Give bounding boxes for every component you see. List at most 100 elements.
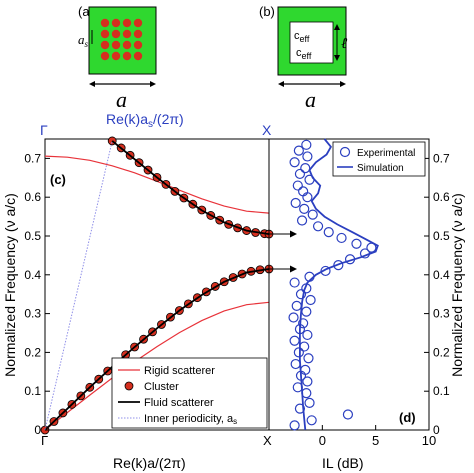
scatterer-dot: [133, 18, 143, 28]
x-tick-label: 10: [422, 433, 436, 448]
panel-d-y-ticks: 0 0.1 0.2 0.3 0.4 0.5 0.6 0.7: [424, 151, 450, 437]
scatterer-dot: [122, 18, 132, 28]
panel-c: 0 0.1 0.2 0.3 0.4 0.5 0.6 0.7 Γ X Γ X Re(k)as/(…: [2, 111, 274, 471]
panel-a-scatterer-array: [100, 18, 143, 61]
scatterer-dot: [122, 29, 132, 39]
experimental-point: [298, 318, 309, 329]
y-tick-label: 0.1: [433, 384, 450, 398]
experimental-point: [289, 420, 300, 431]
scatterer-dot: [133, 29, 143, 39]
panel-d-legend: Experimental Simulation: [332, 141, 426, 177]
experimental-point: [306, 415, 317, 426]
y-tick-label: 0.5: [433, 229, 450, 243]
panel-c-tick-gamma-top: Γ: [40, 122, 48, 138]
experimental-point: [293, 145, 304, 156]
panel-b: (b) ceff ceff ℓ a: [259, 4, 347, 112]
panel-a-dim-label: a: [116, 87, 127, 112]
panel-c-tick-x-bottom: X: [263, 433, 272, 448]
panel-d-series: [288, 138, 379, 431]
band-edge-arrowhead: [290, 230, 297, 238]
scatterer-dot: [100, 40, 110, 50]
y-tick-label: 0.6: [433, 190, 450, 204]
panel-c-series: [40, 136, 274, 435]
panel-a-dim-arrowhead-left: [89, 81, 95, 87]
panel-a-dim-arrowhead-right: [150, 81, 156, 87]
panel-d-legend-box: [332, 141, 426, 177]
y-tick-label: 0.4: [24, 268, 41, 282]
panel-c-tick-gamma-bottom: Γ: [41, 433, 48, 448]
panel-c-ylabel: Normalized Frequency (ν a/c): [2, 193, 18, 377]
experimental-point: [304, 397, 315, 408]
experimental-point: [320, 265, 331, 277]
fluid-scatterer-line: [111, 140, 270, 235]
experimental-point: [300, 163, 311, 174]
experimental-point: [289, 335, 300, 346]
simulation-line: [299, 138, 379, 431]
experimental-point: [333, 260, 344, 271]
panel-d-xlabel: IL (dB): [322, 455, 364, 471]
inner-periodicity-a-s-line: [44, 140, 113, 431]
experimental-point: [302, 151, 313, 162]
rigid-scatterer-line: [44, 155, 270, 214]
legend-rigid-label: Rigid scatterer: [144, 365, 215, 377]
scatterer-dot: [111, 51, 121, 61]
experimental-point: [312, 221, 324, 232]
experimental-point: [294, 403, 306, 414]
y-tick-label: 0.1: [24, 384, 41, 398]
experimental-point: [301, 306, 312, 317]
experimental-point: [289, 277, 300, 288]
legend-cluster-label: Cluster: [144, 381, 179, 393]
y-tick-label: 0.7: [24, 151, 41, 165]
panel-d: 0 0.1 0.2 0.3 0.4 0.5 0.6 0.7 0 5 10 IL (dB) Norm…: [268, 138, 465, 471]
panel-b-dim-arrowhead-right: [340, 81, 346, 87]
rigid-scatterer-line: [44, 301, 270, 431]
scatterer-dot: [100, 29, 110, 39]
scatterer-dot: [133, 40, 143, 50]
experimental-point: [301, 139, 312, 150]
scatterer-dot: [100, 51, 110, 61]
scatterer-dot: [100, 18, 110, 28]
panel-d-plot-area: [268, 138, 430, 431]
scatterer-dot: [111, 29, 121, 39]
panel-c-legend: Rigid scatterer Cluster Fluid scatterer …: [111, 357, 268, 429]
y-tick-label: 0.5: [24, 229, 41, 243]
y-tick-label: 0.2: [24, 345, 41, 359]
panel-b-inner-dim-arrowhead-bottom: [334, 55, 340, 61]
y-tick-label: 0.2: [433, 345, 450, 359]
experimental-point: [307, 209, 318, 220]
experimental-point: [294, 168, 306, 180]
legend-cluster-marker: [124, 381, 134, 391]
panel-d-ylabel: Normalized Frequency (ν a/c): [449, 193, 465, 377]
panel-b-inner-dim-arrowhead-top: [334, 24, 340, 30]
experimental-point: [323, 227, 334, 238]
panel-a-unit-cell: [88, 6, 157, 75]
y-tick-label: 0: [34, 423, 41, 437]
panel-b-dim-label: a: [305, 87, 316, 112]
panel-a-inner-dim-label: as: [78, 32, 89, 49]
panel-b-dim-arrowhead-left: [278, 81, 284, 87]
experimental-point: [342, 409, 354, 420]
y-tick-label: 0.4: [433, 268, 450, 282]
experimental-point: [351, 238, 362, 249]
experimental-point: [293, 347, 304, 358]
experimental-point: [302, 376, 313, 387]
panel-b-unit-cell: [277, 6, 347, 76]
experimental-point: [303, 353, 314, 364]
panel-b-inner-fluid: [289, 21, 334, 64]
panel-c-top-xlabel: Re(k)as/(2π): [106, 111, 184, 130]
experimental-point: [292, 180, 303, 191]
fluid-scatterer-line: [44, 268, 270, 431]
legend-experimental-label: Experimental: [357, 148, 415, 159]
y-tick-label: 0.3: [433, 307, 450, 321]
experimental-point: [296, 215, 308, 226]
y-tick-label: 0.3: [24, 307, 41, 321]
experimental-point: [336, 232, 347, 244]
panel-b-inner-dim-label: ℓ: [341, 36, 347, 52]
scatterer-dot: [111, 18, 121, 28]
y-tick-label: 0: [433, 423, 440, 437]
scatterer-dot: [111, 40, 121, 50]
scatterer-dot: [122, 51, 132, 61]
legend-experimental-marker: [339, 146, 351, 158]
legend-fluid-label: Fluid scatterer: [144, 397, 214, 409]
